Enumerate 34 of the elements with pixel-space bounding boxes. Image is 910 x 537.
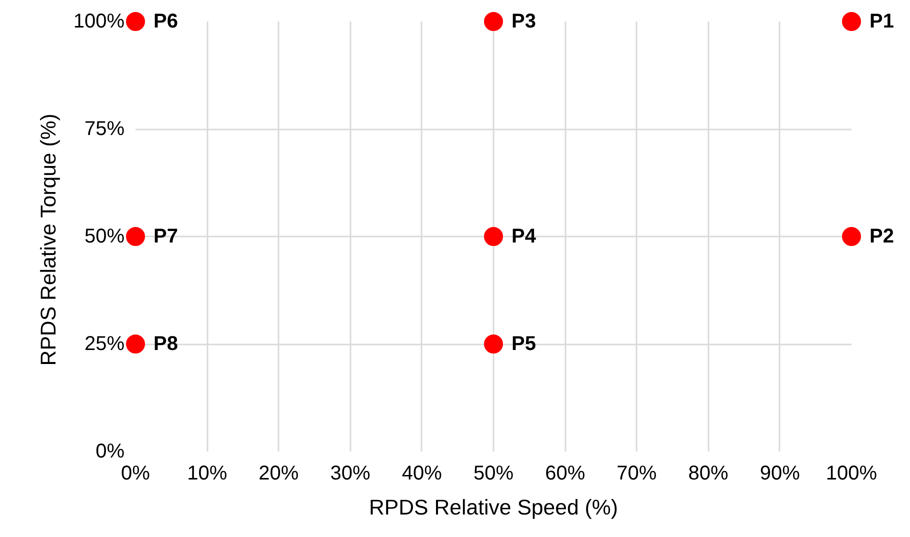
y-axis-title: RPDS Relative Torque (%) (36, 114, 60, 366)
x-tick-label: 10% (187, 462, 228, 484)
annotation: P5 (512, 333, 536, 355)
point (842, 227, 861, 246)
x-tick-label: 20% (258, 462, 299, 484)
annotation: P3 (512, 10, 536, 32)
y-tick-label: 75% (84, 118, 125, 140)
y-tick-label: 25% (84, 333, 125, 355)
y-tick-label: 0% (96, 440, 125, 462)
point (484, 12, 503, 31)
annotation: P4 (512, 226, 537, 248)
x-tick-label: 80% (688, 462, 729, 484)
x-tick-label: 0% (121, 462, 150, 484)
x-tick-label: 60% (545, 462, 586, 484)
point (842, 12, 861, 31)
x-tick-label: 50% (473, 462, 514, 484)
annotation: P6 (154, 10, 178, 32)
y-tick-label: 100% (73, 10, 125, 32)
x-axis-title: RPDS Relative Speed (%) (369, 496, 618, 520)
point (126, 227, 145, 246)
point (126, 334, 145, 354)
x-tick-label: 90% (760, 462, 800, 484)
point (484, 334, 503, 354)
annotation: P1 (870, 10, 894, 32)
annotation: P7 (154, 226, 178, 248)
x-tick-label: 100% (826, 462, 878, 484)
x-tick-label: 30% (330, 462, 371, 484)
x-tick-label: 40% (402, 462, 442, 484)
point (484, 227, 503, 246)
x-tick-label: 70% (616, 462, 657, 484)
point (126, 12, 145, 31)
annotation: P2 (870, 226, 894, 248)
annotation: P8 (154, 333, 178, 355)
y-tick-label: 50% (84, 226, 125, 248)
